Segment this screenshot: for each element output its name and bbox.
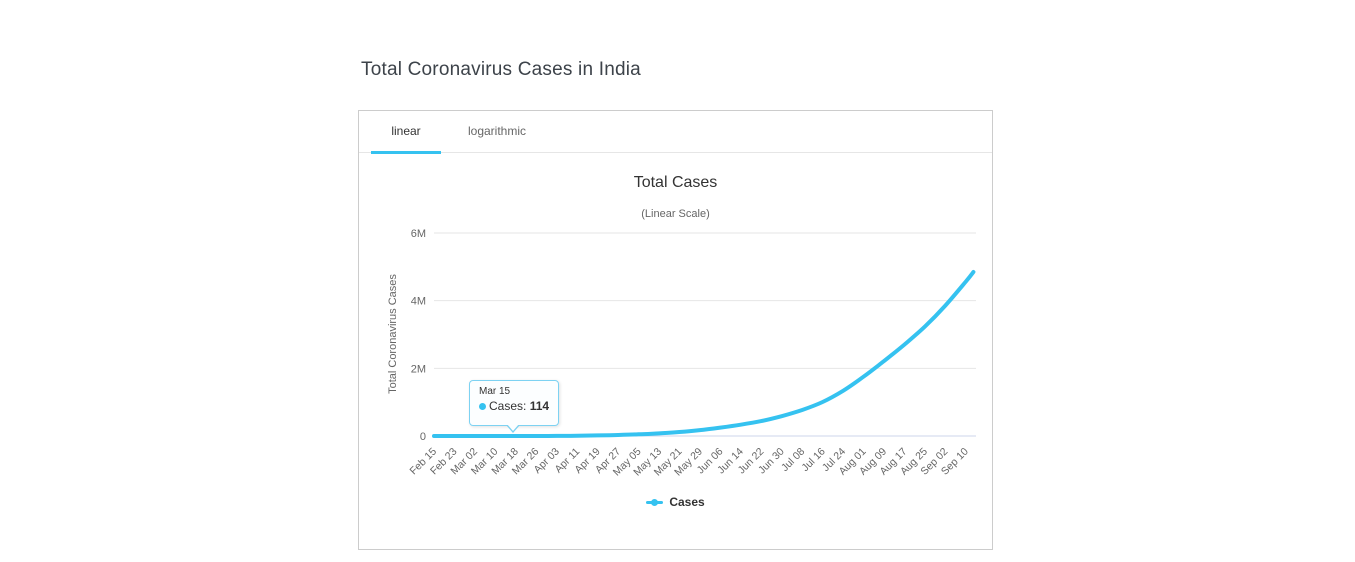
tooltip-row: Cases: 114 (479, 399, 558, 413)
chart-legend: Cases (359, 495, 992, 509)
y-tick-label: 6M (411, 228, 426, 240)
tooltip-date: Mar 15 (479, 386, 511, 397)
legend-item-cases[interactable]: Cases (646, 495, 705, 509)
y-tick-label: 4M (411, 296, 426, 308)
y-tick-label: 2M (411, 363, 426, 375)
chart-title: Total Cases (633, 174, 718, 191)
y-axis-title: Total Coronavirus Cases (387, 274, 399, 394)
scale-tabbar: linear logarithmic (359, 111, 992, 154)
tooltip-value: 114 (529, 399, 550, 413)
tooltip-series-label: Cases: (489, 399, 527, 413)
chart-tooltip: Mar 15 Cases: 114 (469, 380, 559, 433)
page-title: Total Coronavirus Cases in India (361, 59, 641, 80)
line-series-icon (646, 498, 664, 507)
tab-linear[interactable]: linear (371, 111, 441, 154)
y-tick-label: 0 (420, 431, 426, 443)
series-marker-dot-icon (479, 403, 486, 410)
tab-logarithmic[interactable]: logarithmic (467, 124, 527, 138)
legend-label: Cases (669, 495, 705, 509)
series-line-cases[interactable] (432, 270, 976, 438)
chart-subtitle: (Linear Scale) (641, 208, 710, 220)
chart-card: linear logarithmic Total Cases (Linear S… (358, 110, 993, 550)
